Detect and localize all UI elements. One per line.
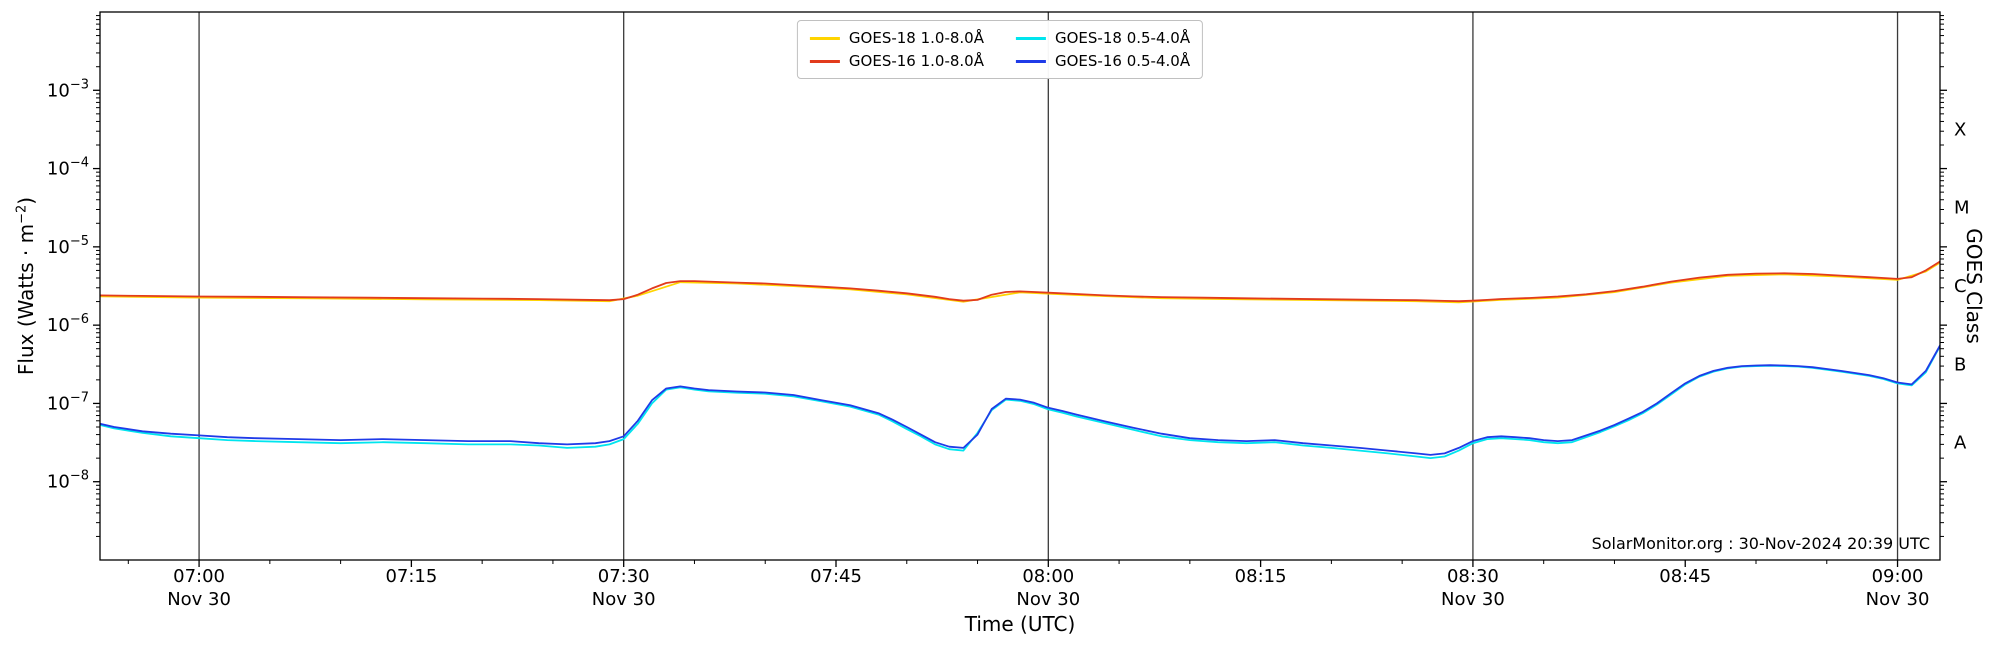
right-axis-label: GOES Class xyxy=(1962,228,1986,344)
x-tick-date-label: Nov 30 xyxy=(167,589,231,610)
legend-item: GOES-18 0.5-4.0Å xyxy=(1016,29,1190,47)
legend-item: GOES-18 1.0-8.0Å xyxy=(809,29,984,47)
y-axis-label-close: ) xyxy=(14,196,38,205)
x-tick-label: 07:30 xyxy=(598,566,650,587)
legend-label: GOES-18 0.5-4.0Å xyxy=(1055,29,1191,47)
x-tick-label: 08:15 xyxy=(1235,566,1287,587)
x-tick-label: 08:00 xyxy=(1022,566,1074,587)
plot-border xyxy=(99,11,1941,561)
goes-class-label: C xyxy=(1954,276,1967,297)
series-group xyxy=(100,260,1940,459)
y-tick-label: 10−3 xyxy=(47,77,89,101)
legend-label: GOES-16 0.5-4.0Å xyxy=(1055,52,1191,70)
y-tick-label: 10−7 xyxy=(47,390,89,414)
legend: GOES-18 1.0-8.0Å GOES-18 0.5-4.0Å GOES-16 … xyxy=(796,20,1204,79)
x-axis-label: Time (UTC) xyxy=(964,612,1076,636)
goes-class-label: M xyxy=(1954,198,1970,219)
x-tick-date-label: Nov 30 xyxy=(592,589,656,610)
x-tick-date-label: Nov 30 xyxy=(1441,589,1505,610)
y-axis-label: Flux (Watts · m−2) xyxy=(14,197,38,375)
legend-item: GOES-16 1.0-8.0Å xyxy=(809,52,984,70)
x-tick-date-label: Nov 30 xyxy=(1866,589,1930,610)
legend-line-sample-icon xyxy=(809,36,840,40)
x-tick-date-label: Nov 30 xyxy=(1016,589,1080,610)
y-tick-label: 10−4 xyxy=(47,156,89,180)
credit-text: SolarMonitor.org : 30-Nov-2024 20:39 UTC xyxy=(1591,534,1930,553)
legend-label: GOES-16 1.0-8.0Å xyxy=(848,52,984,70)
x-tick-label: 07:00 xyxy=(173,566,225,587)
series-line-goes-16-short xyxy=(100,344,1940,456)
y-axis-label-exponent: −2 xyxy=(14,204,30,224)
x-tick-label: 08:45 xyxy=(1659,566,1711,587)
series-line-goes-18-short xyxy=(100,345,1940,459)
legend-line-sample-icon xyxy=(1016,59,1046,63)
x-tick-label: 07:45 xyxy=(810,566,862,587)
y-tick-label: 10−8 xyxy=(47,469,89,493)
y-tick-label: 10−5 xyxy=(47,234,89,258)
x-tick-label: 08:30 xyxy=(1447,566,1499,587)
y-tick-label: 10−6 xyxy=(47,312,89,336)
x-tick-label: 09:00 xyxy=(1872,566,1924,587)
legend-item: GOES-16 0.5-4.0Å xyxy=(1016,52,1190,70)
series-line-goes-16-long xyxy=(100,260,1940,303)
x-tick-label: 07:15 xyxy=(385,566,437,587)
goes-class-label: A xyxy=(1954,433,1967,454)
goes-class-label: X xyxy=(1954,119,1966,140)
y-axis-label-text: Flux (Watts · m xyxy=(14,223,38,376)
goes-class-label: B xyxy=(1954,354,1966,375)
legend-line-sample-icon xyxy=(1016,36,1046,40)
legend-label: GOES-18 1.0-8.0Å xyxy=(848,29,984,47)
legend-line-sample-icon xyxy=(809,59,840,63)
